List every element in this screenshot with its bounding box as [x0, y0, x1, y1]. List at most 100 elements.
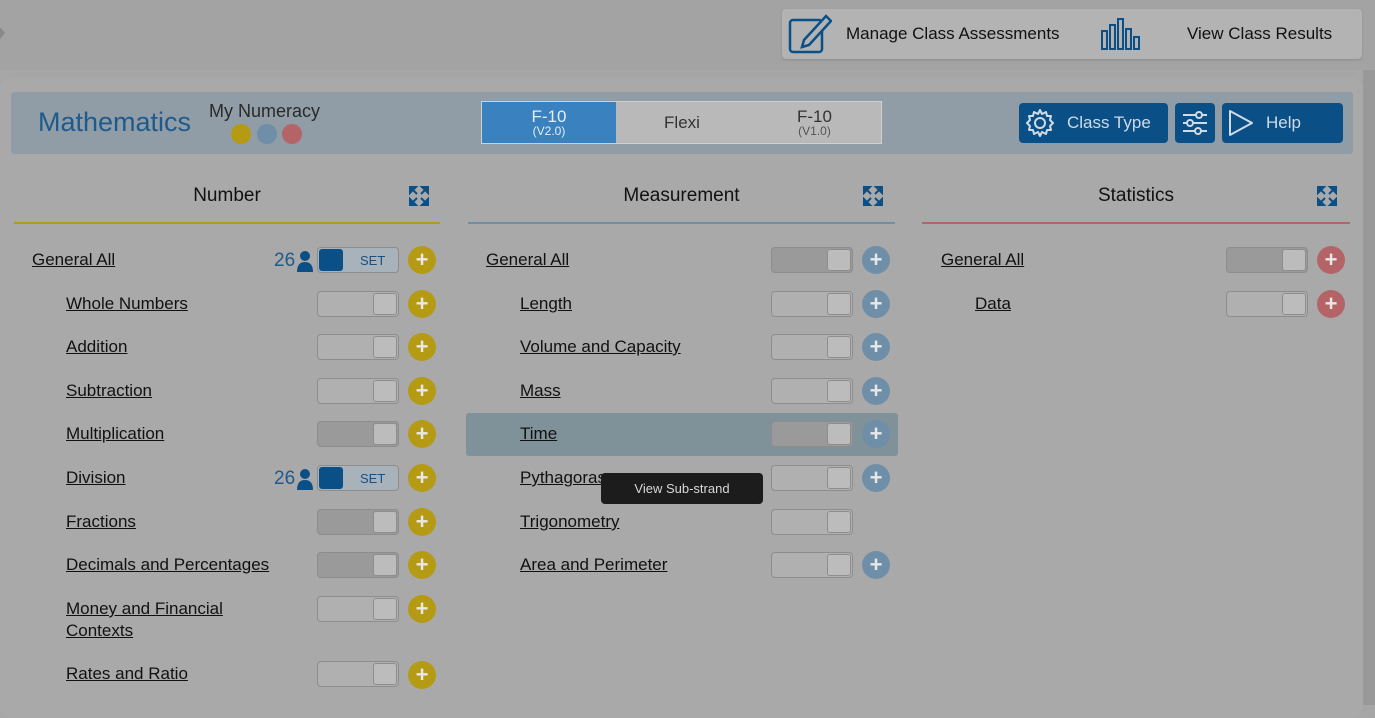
version-f10-v2-button[interactable]: F-10 (V2.0) [482, 102, 616, 143]
substrand-toggle[interactable] [771, 421, 853, 447]
plus-icon[interactable]: + [862, 551, 890, 579]
scrollbar-track[interactable] [1363, 70, 1375, 705]
plus-icon[interactable]: + [408, 595, 436, 623]
plus-icon[interactable]: + [862, 464, 890, 492]
substrand-toggle[interactable] [317, 661, 399, 687]
column-underline-statistics [922, 222, 1350, 224]
bar-chart-icon [1101, 18, 1140, 50]
person-icon [297, 469, 313, 490]
view-class-results-button[interactable]: View Class Results [1098, 9, 1362, 59]
strand-link-general-all[interactable]: General All [32, 250, 116, 269]
substrand-link-length[interactable]: Length [520, 294, 572, 313]
curriculum-version-selector: F-10 (V2.0) Flexi F-10 (V1.0) [481, 101, 882, 144]
plus-icon[interactable]: + [408, 333, 436, 361]
numeracy-dot-red [282, 124, 302, 144]
substrand-toggle[interactable] [317, 509, 399, 535]
substrand-toggle[interactable] [771, 334, 853, 360]
plus-icon[interactable]: + [1317, 246, 1345, 274]
assigned-count: 26 [274, 250, 296, 271]
subject-title: Mathematics [38, 107, 192, 137]
substrand-link-division[interactable]: Division [66, 468, 126, 487]
substrand-toggle[interactable] [317, 378, 399, 404]
version-main-label: F-10 [797, 106, 832, 126]
set-label: SET [360, 471, 386, 486]
substrand-link-volume-capacity[interactable]: Volume and Capacity [520, 337, 681, 356]
substrand-toggle[interactable] [1226, 291, 1308, 317]
strand-link-general-all[interactable]: General All [486, 250, 570, 269]
manage-class-assessments-button[interactable]: Manage Class Assessments [784, 9, 1084, 59]
substrand-toggle[interactable] [771, 291, 853, 317]
strand-link-general-all[interactable]: General All [941, 250, 1025, 269]
plus-icon[interactable]: + [862, 246, 890, 274]
substrand-link-decimals-percentages[interactable]: Decimals and Percentages [66, 555, 270, 574]
view-substrand-tooltip: View Sub-strand [601, 473, 763, 504]
plus-icon[interactable]: + [408, 377, 436, 405]
view-class-results-label: View Class Results [1187, 24, 1333, 43]
substrand-toggle[interactable] [771, 378, 853, 404]
substrand-toggle[interactable] [317, 291, 399, 317]
substrand-link-mass[interactable]: Mass [520, 381, 561, 400]
substrand-link-pythagoras[interactable]: Pythagoras [520, 468, 606, 487]
substrand-toggle[interactable] [771, 509, 853, 535]
substrand-link-area-perimeter[interactable]: Area and Perimeter [520, 555, 668, 574]
substrand-link-fractions[interactable]: Fractions [66, 512, 136, 531]
help-label: Help [1266, 113, 1301, 132]
plus-icon[interactable]: + [408, 551, 436, 579]
plus-icon[interactable]: + [408, 420, 436, 448]
substrand-link-trigonometry[interactable]: Trigonometry [520, 512, 620, 531]
substrand-toggle[interactable] [317, 552, 399, 578]
edit-icon [788, 14, 832, 54]
substrand-link-rates-ratio[interactable]: Rates and Ratio [66, 664, 188, 683]
substrand-toggle[interactable] [317, 596, 399, 622]
numeracy-dot-blue [257, 124, 277, 144]
substrand-link-money-financial[interactable]: Money and Financial Contexts [66, 599, 223, 640]
column-title-number: Number [193, 185, 261, 206]
plus-icon[interactable]: + [408, 464, 436, 492]
substrand-link-subtraction[interactable]: Subtraction [66, 381, 152, 400]
substrand-link-data[interactable]: Data [975, 294, 1011, 313]
class-type-label: Class Type [1067, 113, 1151, 132]
curriculum-card [0, 78, 1363, 718]
numeracy-dot-gold [231, 124, 251, 144]
assigned-count: 26 [274, 468, 296, 489]
version-main-label: Flexi [664, 113, 700, 132]
version-flexi-button[interactable]: Flexi [616, 102, 748, 143]
substrand-toggle[interactable] [317, 334, 399, 360]
set-label: SET [360, 253, 386, 268]
left-caret-icon[interactable] [0, 27, 5, 39]
version-main-label: F-10 [531, 106, 567, 126]
gear-icon [1026, 109, 1054, 137]
expand-icon[interactable] [863, 186, 883, 206]
expand-icon[interactable] [409, 186, 429, 206]
column-underline-number [14, 222, 440, 224]
substrand-link-addition[interactable]: Addition [66, 337, 128, 356]
settings-sliders-button[interactable] [1175, 103, 1215, 143]
my-numeracy-label[interactable]: My Numeracy [209, 101, 321, 121]
substrand-link-time[interactable]: Time [520, 424, 558, 443]
substrand-link-multiplication[interactable]: Multiplication [66, 424, 165, 443]
version-f10-v1-button[interactable]: F-10 (V1.0) [748, 102, 881, 143]
plus-icon[interactable]: + [862, 333, 890, 361]
column-underline-measurement [468, 222, 895, 224]
expand-icon[interactable] [1317, 186, 1337, 206]
plus-icon[interactable]: + [862, 377, 890, 405]
plus-icon[interactable]: + [408, 508, 436, 536]
class-type-button[interactable]: Class Type [1019, 103, 1168, 143]
substrand-toggle[interactable] [317, 421, 399, 447]
plus-icon[interactable]: + [1317, 290, 1345, 318]
version-sub-label: (V1.0) [798, 123, 831, 138]
substrand-toggle[interactable] [771, 247, 853, 273]
set-toggle[interactable]: SET [317, 247, 399, 273]
substrand-toggle[interactable] [771, 552, 853, 578]
substrand-link-whole-numbers[interactable]: Whole Numbers [66, 294, 188, 313]
plus-icon[interactable]: + [408, 661, 436, 689]
plus-icon[interactable]: + [408, 290, 436, 318]
help-button[interactable]: Help [1222, 103, 1343, 143]
substrand-toggle[interactable] [771, 465, 853, 491]
plus-icon[interactable]: + [862, 290, 890, 318]
version-sub-label: (V2.0) [532, 123, 566, 138]
plus-icon[interactable]: + [862, 420, 890, 448]
substrand-toggle[interactable] [1226, 247, 1308, 273]
set-toggle[interactable]: SET [317, 465, 399, 491]
plus-icon[interactable]: + [408, 246, 436, 274]
